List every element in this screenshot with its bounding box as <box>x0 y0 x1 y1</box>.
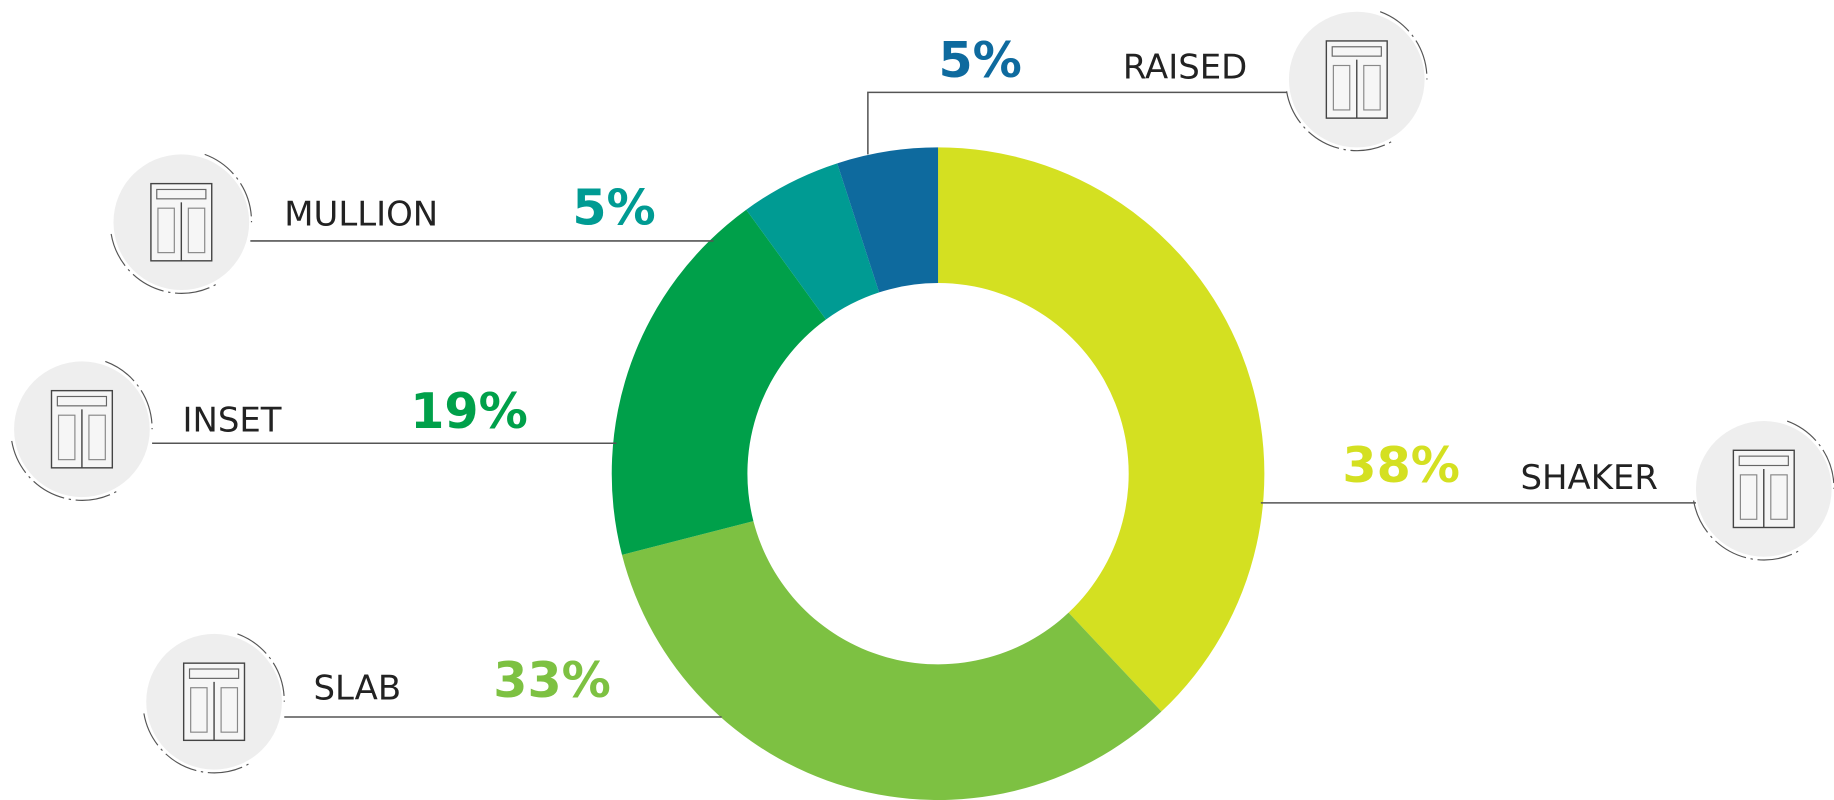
icon-ring <box>1286 11 1428 152</box>
icon-ring <box>11 360 153 501</box>
category-label: SHAKER <box>1521 458 1658 497</box>
icon-panel <box>1770 474 1788 520</box>
value-label: 5% <box>938 31 1021 89</box>
icon-panel <box>57 414 76 461</box>
icon-panel <box>190 687 208 733</box>
donut-segment <box>621 521 1162 800</box>
donut-segment <box>746 163 880 320</box>
icon-ring <box>1693 420 1834 561</box>
value-label: 19% <box>410 382 528 440</box>
icon-ring <box>143 633 285 774</box>
category-label: SLAB <box>313 668 401 707</box>
leader-line <box>867 91 1287 155</box>
door-icon <box>11 360 153 501</box>
icon-panel <box>157 207 175 254</box>
icon-panel <box>56 395 108 407</box>
door-icon <box>1286 11 1428 152</box>
donut-segment <box>837 147 939 293</box>
icon-panel <box>88 414 106 461</box>
icon-panel <box>1738 455 1789 467</box>
door-icon <box>1693 420 1834 561</box>
icon-panel <box>1363 64 1381 111</box>
value-label: 5% <box>572 179 655 237</box>
value-label: 38% <box>1342 436 1460 494</box>
category-label: INSET <box>182 401 281 440</box>
icon-panel <box>156 188 207 200</box>
donut-segment <box>611 209 826 555</box>
donut-segment <box>938 147 1265 712</box>
door-icon <box>143 633 285 774</box>
icon-panel <box>1739 474 1758 520</box>
value-label: 33% <box>493 651 611 709</box>
icon-panel <box>188 668 240 679</box>
icon-panel <box>187 207 206 254</box>
icon-panel <box>1331 46 1382 57</box>
door-icon <box>110 153 253 294</box>
category-label: MULLION <box>284 195 438 234</box>
icon-panel <box>220 687 239 733</box>
category-label: RAISED <box>1123 47 1247 86</box>
icon-panel <box>1332 64 1351 111</box>
icon-ring <box>110 153 253 294</box>
